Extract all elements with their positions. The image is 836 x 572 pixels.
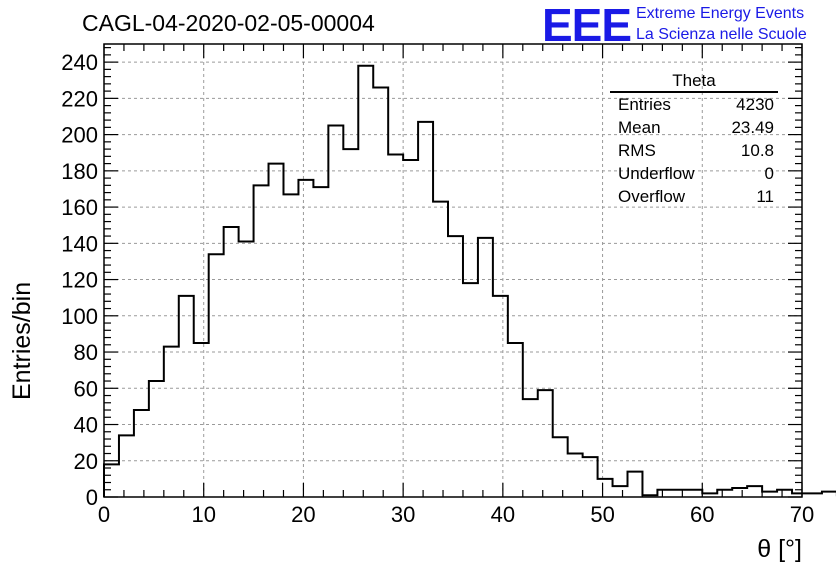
eee-logo: EEE (542, 0, 632, 51)
y-axis: 0 20 40 60 80 100 120 140 160 180 200 220 240 (61, 47, 802, 510)
x-axis-label: θ [°] (757, 535, 802, 563)
histogram-bin (388, 155, 403, 497)
stats-row-rms: RMS 10.8 (610, 139, 778, 162)
y-tick-label: 20 (74, 449, 98, 474)
y-tick-label: 40 (74, 413, 98, 438)
histogram-bin (478, 238, 493, 497)
histogram-bin (224, 227, 239, 497)
stats-row-overflow: Overflow 11 (610, 185, 778, 208)
stats-label: Mean (618, 118, 661, 137)
histogram-bin (343, 149, 358, 497)
stats-value: 23.49 (731, 118, 774, 137)
x-tick-label: 40 (491, 502, 515, 527)
y-tick-label: 180 (61, 159, 98, 184)
histogram-bin (239, 242, 254, 497)
stats-label: Underflow (618, 164, 695, 183)
stats-label: Overflow (618, 187, 686, 206)
y-tick-label: 220 (61, 86, 98, 111)
histogram-bin (283, 194, 298, 497)
logo-line-2: La Scienza nelle Scuole (636, 26, 807, 43)
histogram-outline (103, 64, 836, 497)
histogram-bin (209, 254, 224, 497)
x-axis: 0 10 20 30 40 50 60 70 (98, 44, 814, 527)
histogram-bin (598, 479, 613, 497)
histogram-bin (149, 381, 164, 497)
histogram-bin (717, 490, 732, 497)
y-tick-label: 60 (74, 376, 98, 401)
histogram-bin (313, 187, 328, 497)
histogram-bin (672, 490, 687, 497)
histogram-bin (134, 410, 149, 497)
histogram-bin (298, 180, 313, 497)
logo-line-1: Extreme Energy Events (636, 5, 805, 22)
x-tick-label: 0 (98, 502, 110, 527)
histogram-bin (358, 66, 373, 497)
histogram-bin (508, 343, 523, 497)
histogram-bin (433, 202, 448, 497)
y-tick-label: 100 (61, 304, 98, 329)
histogram-bin (463, 283, 478, 497)
stats-value: 4230 (736, 95, 774, 114)
histogram-bin (194, 343, 209, 497)
stats-value: 10.8 (740, 141, 774, 160)
x-tick-label: 10 (191, 502, 215, 527)
histogram-bin (777, 490, 792, 497)
stats-row-mean: Mean 23.49 (610, 116, 778, 139)
histogram-bin (104, 464, 119, 497)
y-tick-label: 200 (61, 123, 98, 148)
histogram-bin (583, 457, 598, 497)
histogram-bin (403, 160, 418, 497)
x-tick-label: 30 (391, 502, 415, 527)
histogram-bin (373, 87, 388, 497)
histogram-bin (119, 435, 134, 497)
stats-title: Theta (610, 70, 778, 93)
stats-row-entries: Entries 4230 (610, 93, 778, 116)
stats-value: 11 (756, 187, 774, 206)
y-tick-label: 80 (74, 340, 98, 365)
y-tick-label: 0 (86, 485, 98, 510)
grid-lines (104, 44, 802, 497)
histogram-bin (164, 347, 179, 497)
histogram-bin (269, 164, 284, 497)
stats-box: Theta Entries 4230 Mean 23.49 RMS 10.8 U… (610, 70, 778, 208)
y-tick-label: 140 (61, 231, 98, 256)
stats-label: RMS (618, 141, 656, 160)
plot-frame (103, 43, 803, 498)
histogram-bin (657, 490, 672, 497)
histogram-bin (568, 454, 583, 497)
stats-label: Entries (618, 95, 671, 114)
x-tick-label: 60 (690, 502, 714, 527)
x-tick-label: 50 (590, 502, 614, 527)
stats-row-underflow: Underflow 0 (610, 162, 778, 185)
histogram-bin (179, 296, 194, 497)
y-tick-label: 120 (61, 268, 98, 293)
histogram-bin (628, 472, 643, 497)
stats-value: 0 (764, 164, 774, 183)
histogram-bin (254, 185, 269, 497)
histogram-bin (732, 488, 747, 497)
histogram-bin (687, 490, 702, 497)
y-tick-label: 160 (61, 195, 98, 220)
y-axis-label: Entries/bin (8, 281, 36, 400)
y-tick-label: 240 (61, 50, 98, 75)
histogram-bin (523, 399, 538, 497)
histogram-series (103, 64, 836, 497)
run-title: CAGL-04-2020-02-05-00004 (82, 10, 375, 36)
histogram-bin (538, 390, 553, 497)
histogram-bin (418, 122, 433, 497)
x-tick-label: 70 (790, 502, 814, 527)
histogram-bin (448, 236, 463, 497)
histogram-bin (747, 486, 762, 497)
axes-frame (103, 43, 803, 498)
histogram-bin (613, 486, 628, 497)
histogram-bin (553, 437, 568, 497)
histogram-bin (328, 126, 343, 497)
x-tick-label: 20 (291, 502, 315, 527)
histogram-bin (493, 296, 508, 497)
